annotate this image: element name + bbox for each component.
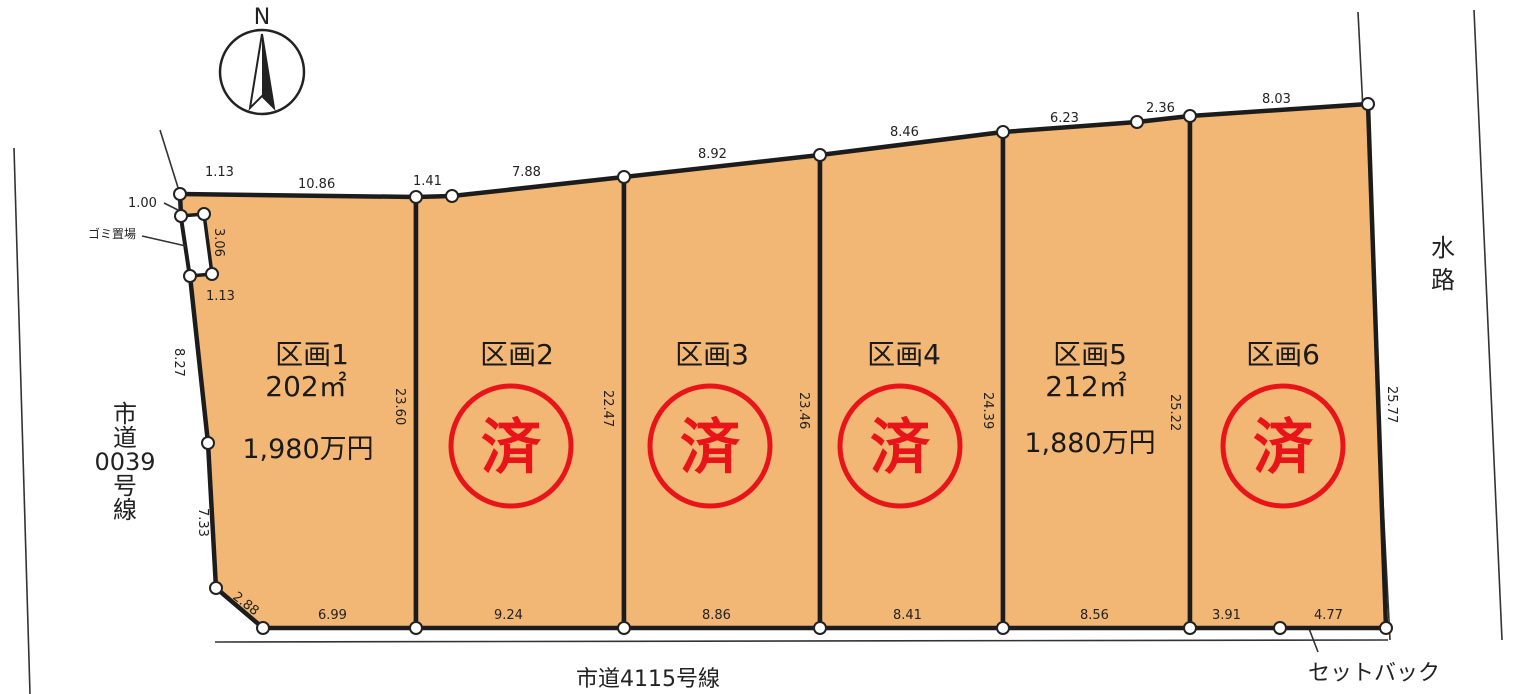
lot-4-name: 区画4 (867, 338, 941, 371)
vertex-marker (996, 125, 1010, 139)
dim-west-2: 7.33 (195, 508, 210, 537)
vertex-marker (813, 148, 827, 162)
lot-2-name: 区画2 (480, 338, 554, 371)
dim-divider-5-6: 25.22 (1167, 394, 1182, 431)
sold-mark: 済 (870, 413, 931, 483)
waterway-label: 水 路 (1431, 234, 1455, 294)
corner-guide-line (159, 129, 181, 195)
dim-north-2: 1.41 (413, 174, 442, 189)
lot-3-name: 区画3 (675, 338, 749, 371)
lot-6-sold-badge: 済 (1220, 383, 1346, 509)
vertex-marker (205, 267, 219, 281)
vertex-marker (996, 621, 1010, 635)
sold-mark: 済 (481, 413, 542, 483)
dim-south-5: 8.56 (1080, 608, 1109, 623)
dim-garbage-corner: 1.00 (128, 196, 157, 211)
waterway-east-line (1473, 9, 1503, 641)
lot-4-sold-badge: 済 (837, 383, 963, 509)
dim-south-1: 6.99 (318, 608, 347, 623)
vertex-marker (617, 170, 631, 184)
dim-garbage-bottom: 1.13 (206, 289, 235, 304)
north-arrow-icon: N (218, 5, 306, 116)
lot-5-name: 区画5 (1053, 338, 1127, 371)
dim-south-4: 8.41 (893, 608, 922, 623)
south-road-label: 市道4115号線 (576, 667, 720, 692)
vertex-marker (174, 209, 188, 223)
dim-divider-1-2: 23.60 (392, 388, 407, 425)
lot-1[interactable] (177, 191, 419, 631)
dim-east: 25.77 (1384, 386, 1399, 423)
vertex-marker (445, 189, 459, 203)
south-road-edge-line (214, 639, 1389, 643)
waterway-char: 水 (1431, 234, 1455, 262)
dim-north-7: 2.36 (1146, 101, 1175, 116)
dim-garbage-top: 1.13 (205, 165, 234, 180)
west-road-label: 市 道 0039 号 線 (94, 400, 155, 524)
lot-1-price: 1,980万円 (242, 434, 373, 465)
west-road-char: 線 (113, 496, 137, 524)
vertex-marker (1379, 621, 1393, 635)
vertex-marker (409, 621, 423, 635)
vertex-marker (1130, 115, 1144, 129)
north-label: N (254, 5, 270, 30)
lot-1-name: 区画1 (275, 338, 349, 371)
vertex-marker (813, 621, 827, 635)
vertex-marker (1183, 109, 1197, 123)
west-road-edge-line (13, 147, 31, 694)
dim-south-2: 9.24 (494, 608, 523, 623)
lot-1-area: 202㎡ (265, 370, 346, 403)
vertex-marker (1183, 621, 1197, 635)
vertex-marker (1361, 97, 1375, 111)
vertex-marker (1273, 621, 1287, 635)
sold-mark: 済 (680, 413, 741, 483)
vertex-marker (409, 190, 423, 204)
dim-north-6: 6.23 (1050, 111, 1079, 126)
west-road-char: 道 (113, 424, 137, 452)
dim-divider-2-3: 22.47 (600, 390, 615, 427)
vertex-marker (201, 436, 215, 450)
vertex-marker (209, 581, 223, 595)
vertex-marker (197, 207, 211, 221)
lot-3[interactable] (621, 152, 823, 631)
lot-5-price: 1,880万円 (1024, 428, 1155, 459)
waterway-char: 路 (1431, 266, 1455, 294)
dim-garbage-depth: 3.06 (211, 228, 226, 257)
vertex-marker (256, 621, 270, 635)
dim-divider-4-5: 24.39 (980, 392, 995, 429)
sold-mark: 済 (1253, 413, 1314, 483)
dim-south-6: 3.91 (1212, 608, 1241, 623)
dim-south-7: 4.77 (1314, 608, 1343, 623)
lot-3-sold-badge: 済 (647, 383, 773, 509)
dim-north-8: 8.03 (1262, 92, 1291, 107)
lot-6-name: 区画6 (1246, 338, 1320, 371)
west-road-char: 市 (113, 400, 137, 428)
setback-label: セットバック (1308, 661, 1440, 686)
lot-4[interactable] (817, 129, 1006, 631)
vertex-marker (183, 269, 197, 283)
dim-divider-3-4: 23.46 (796, 392, 811, 429)
garbage-area-label: ゴミ置場 (88, 226, 136, 241)
lot-2-sold-badge: 済 (448, 383, 574, 509)
dim-west-1: 8.27 (171, 348, 186, 377)
vertex-marker (173, 187, 187, 201)
dim-south-3: 8.86 (702, 608, 731, 623)
vertex-marker (617, 621, 631, 635)
lot-2[interactable] (413, 174, 627, 631)
west-road-char: 号 (113, 472, 137, 500)
dim-north-3: 7.88 (512, 165, 541, 180)
lot-5-area: 212㎡ (1045, 370, 1126, 403)
dim-north-1: 10.86 (298, 177, 335, 192)
dim-north-5: 8.46 (890, 125, 919, 140)
dim-north-4: 8.92 (698, 147, 727, 162)
west-road-number: 0039 (94, 448, 155, 476)
boundary-vertices (173, 97, 1393, 635)
